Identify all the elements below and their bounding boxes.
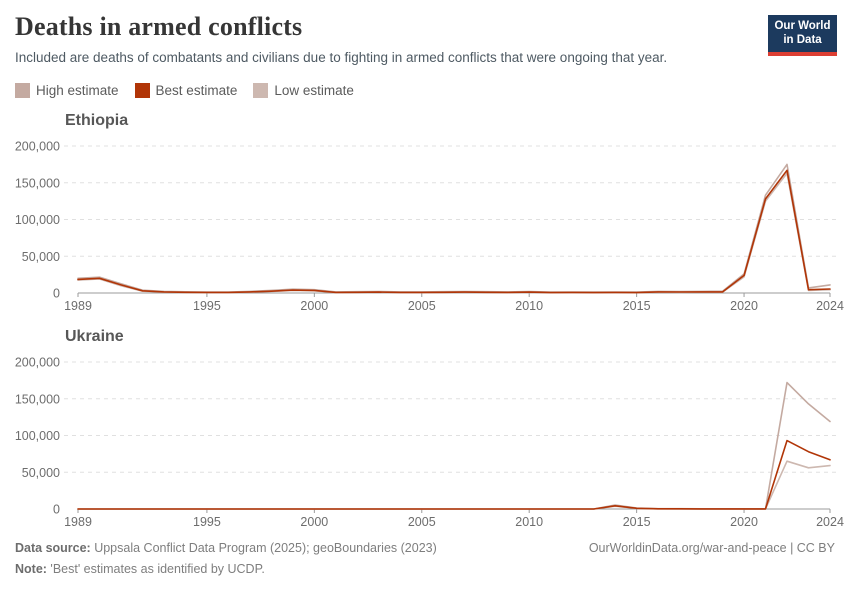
legend-item-best-estimate[interactable]: Best estimate [134,83,238,98]
svg-text:150,000: 150,000 [15,392,60,406]
svg-text:0: 0 [53,287,60,301]
svg-text:200,000: 200,000 [15,356,60,370]
svg-text:2005: 2005 [408,299,436,313]
legend-item-high-estimate[interactable]: High estimate [15,83,119,98]
svg-text:2024: 2024 [816,515,844,529]
svg-text:2024: 2024 [816,299,844,313]
svg-text:150,000: 150,000 [15,176,60,190]
ukraine-line-chart[interactable]: 0 50,000 100,000 150,000 200,000 1989 1995 2000… [0,354,850,532]
svg-text:50,000: 50,000 [22,466,60,480]
legend-label: High estimate [36,83,119,98]
svg-text:1989: 1989 [64,299,92,313]
high-estimate-swatch-icon [15,83,30,98]
svg-text:2000: 2000 [300,299,328,313]
svg-text:2005: 2005 [408,515,436,529]
ethiopia-chart-heading: Ethiopia [65,112,129,129]
best-estimate-swatch-icon [134,83,150,98]
ukraine-chart-heading: Ukraine [65,328,124,345]
svg-text:2020: 2020 [730,299,758,313]
data-source-text: Uppsala Conflict Data Program (2025); ge… [90,541,437,555]
footer: Data source: Uppsala Conflict Data Progr… [15,541,835,576]
svg-text:2010: 2010 [515,515,543,529]
svg-text:0: 0 [53,503,60,517]
legend: High estimate Best estimate Low estimate [15,83,354,98]
svg-text:1995: 1995 [193,299,221,313]
svg-text:2020: 2020 [730,515,758,529]
svg-text:1995: 1995 [193,515,221,529]
low-estimate-swatch-icon [253,83,269,98]
svg-text:100,000: 100,000 [15,213,60,227]
note-text: 'Best' estimates as identified by UCDP. [46,562,265,576]
legend-label: Best estimate [155,83,238,98]
owid-logo[interactable]: Our World in Data [768,15,837,56]
svg-text:2015: 2015 [623,299,651,313]
ukraine-chart-section: Ukraine 0 50,000 100,000 150,000 200,000 1989… [0,328,850,544]
svg-text:2000: 2000 [300,515,328,529]
legend-label: Low estimate [274,83,354,98]
ethiopia-line-chart[interactable]: 0 50,000 100,000 150,000 200,000 1989 1995 2000… [0,138,850,316]
svg-text:200,000: 200,000 [15,140,60,154]
owid-link[interactable]: OurWorldinData.org/war-and-peace | CC BY [588,541,835,555]
page-title: Deaths in armed conflicts [15,12,303,41]
svg-text:1989: 1989 [64,515,92,529]
svg-text:2015: 2015 [623,515,651,529]
note-label: Note: [15,562,47,576]
svg-text:100,000: 100,000 [15,429,60,443]
legend-item-low-estimate[interactable]: Low estimate [253,83,354,98]
data-source-line: Data source: Uppsala Conflict Data Progr… [15,541,437,555]
owid-logo-line2: in Data [783,33,822,46]
ethiopia-chart-section: Ethiopia 0 50,000 100,000 150,000 200,000 198… [0,112,850,328]
chart-subtitle: Included are deaths of combatants and ci… [15,50,668,65]
data-source-label: Data source: [15,541,91,555]
note-line: Note: 'Best' estimates as identified by … [15,562,265,576]
owid-logo-line1: Our World [774,20,831,32]
svg-text:2010: 2010 [515,299,543,313]
svg-text:50,000: 50,000 [22,250,60,264]
